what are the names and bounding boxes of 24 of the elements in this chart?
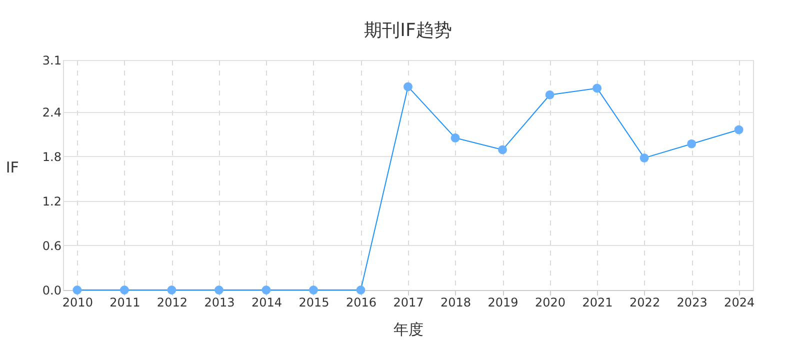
x-tick-label: 2010 [62,296,93,310]
y-tick-label: 0.0 [42,284,62,298]
x-tick-label: 2019 [488,296,518,310]
x-tick-label: 2012 [156,296,188,310]
x-tick-label: 2018 [440,296,472,310]
y-tick-label: 1.8 [42,150,62,164]
x-tick-label: 2024 [724,296,755,310]
y-tick-label: 2.4 [42,105,62,120]
x-tick-label: 2011 [110,296,140,310]
x-tick-label: 2016 [346,296,377,310]
x-tick-label: 2017 [393,296,424,310]
x-tick-label: 2015 [298,296,330,310]
y-axis-title: IF [6,158,19,176]
x-tick-label: 2023 [676,296,708,310]
chart-title: 期刊IF趋势 [364,20,452,41]
x-tick-label: 2014 [251,296,282,310]
x-tick-label: 2013 [204,296,235,310]
x-tick-label: 2021 [582,296,613,310]
x-axis-title: 年度 [394,320,424,338]
x-tick-label: 2022 [630,296,660,310]
x-tick-label: 2020 [535,296,566,310]
y-tick-label: 1.2 [42,194,62,208]
y-tick-label: 3.1 [42,54,62,68]
y-tick-label: 0.6 [42,238,62,253]
